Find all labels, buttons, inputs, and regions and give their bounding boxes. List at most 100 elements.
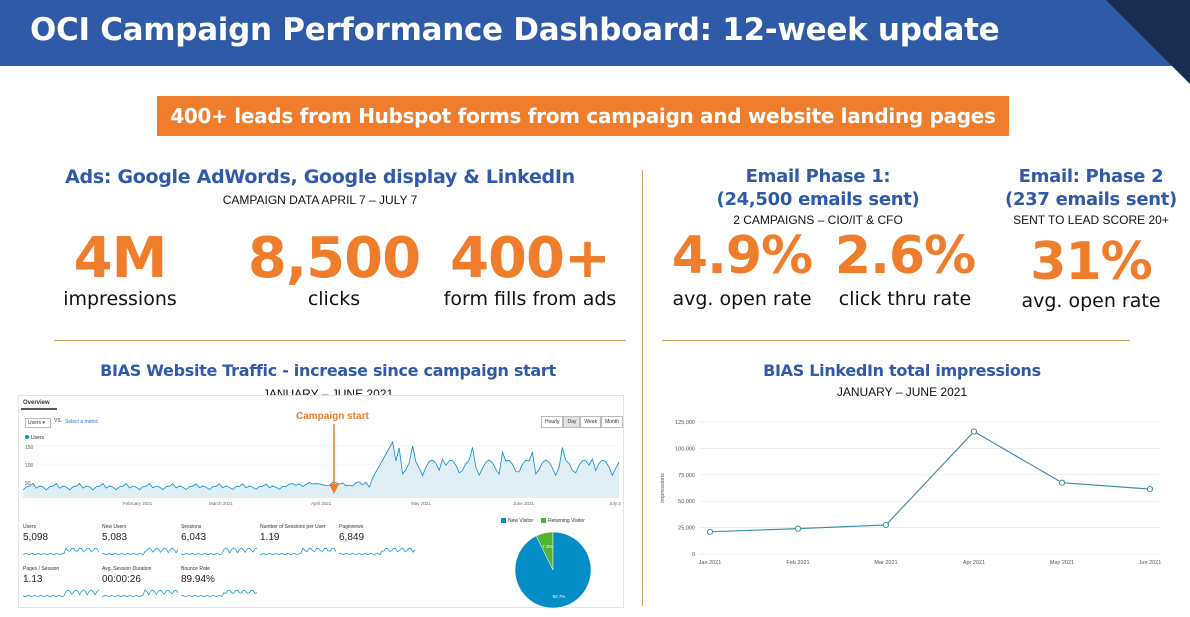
right-horizontal-divider [662,340,1130,341]
y-axis-label: Impressions [660,473,666,503]
y-tick-label: 25,000 [678,526,695,532]
data-point [1058,479,1066,486]
x-tick-label: Jun 2021 [1139,560,1162,566]
ads-clicks-label: clicks [307,288,361,310]
x-tick-label: Apr 2021 [963,560,985,566]
ga-kpi-label: Pages / Session [23,566,60,572]
ga-kpi-value: 89.94% [181,574,215,585]
sparkline-path [181,589,257,598]
ga-kpi-pages-per-session: Pages / Session 1.13 [23,566,99,606]
ga-day-button[interactable]: Day [563,416,581,428]
email1-click-rate-label: click thru rate [838,288,972,310]
ga-kpi-value: 00:00:26 [102,574,141,585]
pie-slice-label: 92.7% [553,594,566,599]
data-point [970,428,978,435]
ga-kpi-pageviews: Pageviews 6,849 [339,524,415,564]
ga-kpi-value: 1.19 [260,532,280,543]
ga-x-tick: July 2 [609,501,621,506]
email-phase1-title: Email Phase 1: [745,166,891,187]
ga-vs-label: VS. [54,418,63,424]
email2-open-rate-value: 31% [1030,232,1152,292]
ga-traffic-chart: 150 100 50 February 2021 March 2021 Apri… [22,440,621,506]
email2-open-rate-label: avg. open rate [1021,290,1161,312]
ga-metric-select[interactable]: Users ▾ [25,418,51,428]
ga-kpi-sparkline [260,547,336,556]
ga-kpi-avg-session-duration: Avg. Session Duration 00:00:26 [102,566,178,606]
linkedin-caption: JANUARY – JUNE 2021 [836,385,968,399]
ga-y-tick: 150 [25,445,34,451]
page-title: OCI Campaign Performance Dashboard: 12-w… [30,12,1000,48]
ga-kpi-sessions: Sessions 6,043 [181,524,257,564]
sparkline-path [102,589,178,598]
ga-granularity-buttons: Hourly Day Week Month [541,416,623,428]
ga-x-tick: March 2021 [209,501,233,506]
ga-kpi-sparkline [23,547,99,556]
ga-hourly-button[interactable]: Hourly [541,416,564,428]
ga-kpi-sparkline [181,589,257,598]
y-tick-label: 100,000 [675,446,695,452]
ga-kpi-sparkline [102,547,178,556]
ga-visitor-pie-chart: 7.3% 92.7% [514,531,592,609]
sparkline-path [23,547,99,556]
ga-overview-tab[interactable]: Overview [21,398,57,410]
pie-slice-label: 7.3% [542,544,552,549]
data-point [1146,485,1154,493]
email1-open-rate-value: 4.9% [671,226,813,286]
data-point [706,528,714,535]
ga-pie-legend-returning: Returning Visitor [541,518,585,524]
ga-kpi-label: Pageviews [339,524,364,530]
email1-open-rate-label: avg. open rate [672,288,812,310]
pie-slice [514,531,592,609]
ga-kpi-value: 6,043 [181,532,207,543]
email-phase2-subtitle: (237 emails sent) [1005,189,1177,210]
ga-kpi-value: 6,849 [339,532,365,543]
ga-kpi-sparkline [339,547,415,556]
header-banner: OCI Campaign Performance Dashboard: 12-w… [0,0,1190,84]
sparkline-path [260,547,336,556]
ga-pie-legend-new: New Visitor [501,518,533,524]
ga-kpi-label: Number of Sessions per User [260,524,326,530]
ads-form-fills-label: form fills from ads [443,288,617,310]
vertical-divider [642,170,643,606]
ga-week-button[interactable]: Week [580,416,602,428]
ga-kpi-new-users: New Users 5,083 [102,524,178,564]
ads-caption: CAMPAIGN DATA APRIL 7 – JULY 7 [222,193,418,207]
y-tick-label: 50,000 [678,499,695,505]
ga-kpi-label: Sessions [181,524,202,530]
email-phase2-title: Email: Phase 2 [1018,166,1164,187]
ga-kpi-sparkline [23,589,99,598]
ga-kpi-label: Bounce Rate [181,566,210,572]
returning-visitor-swatch-icon [541,518,546,524]
y-tick-label: 125,000 [675,420,695,426]
leads-banner: 400+ leads from Hubspot forms from campa… [157,96,1009,136]
sparkline-path [23,589,99,598]
email-phase2-caption: SENT TO LEAD SCORE 20+ [1013,213,1169,227]
y-tick-label: 0 [692,552,695,558]
ads-section-title: Ads: Google AdWords, Google display & Li… [65,166,575,188]
campaign-start-annotation: Campaign start [296,411,369,422]
ga-x-tick: June 2021 [513,501,535,506]
ga-kpi-sessions-per-user: Number of Sessions per User 1.19 [260,524,336,564]
ga-legend-dot-icon [25,435,29,439]
ga-select-metric-link[interactable]: Select a metric [65,419,99,425]
x-tick-label: May 2021 [1050,560,1074,566]
ga-x-tick: April 2021 [311,501,332,506]
ads-form-fills-value: 400+ [450,226,611,291]
ga-y-tick: 50 [25,481,31,487]
ga-kpi-sparkline [181,547,257,556]
ga-traffic-line [22,440,620,491]
ga-x-tick: May 2021 [411,501,431,506]
ga-x-tick: February 2021 [123,501,153,506]
ga-kpi-sparkline [102,589,178,598]
ga-legend: Users [25,435,44,441]
ga-kpi-value: 5,083 [102,532,128,543]
data-point [882,521,890,529]
ads-impressions-value: 4M [73,226,168,291]
ga-kpi-label: Avg. Session Duration [102,566,152,572]
ga-month-button[interactable]: Month [601,416,623,428]
linkedin-section-title: BIAS LinkedIn total impressions [763,361,1041,380]
ga-pie-legend-label: New Visitor [508,518,534,524]
ga-y-tick: 100 [25,463,34,469]
left-horizontal-divider [54,340,626,341]
ga-pie-legend-label: Returning Visitor [548,518,585,524]
